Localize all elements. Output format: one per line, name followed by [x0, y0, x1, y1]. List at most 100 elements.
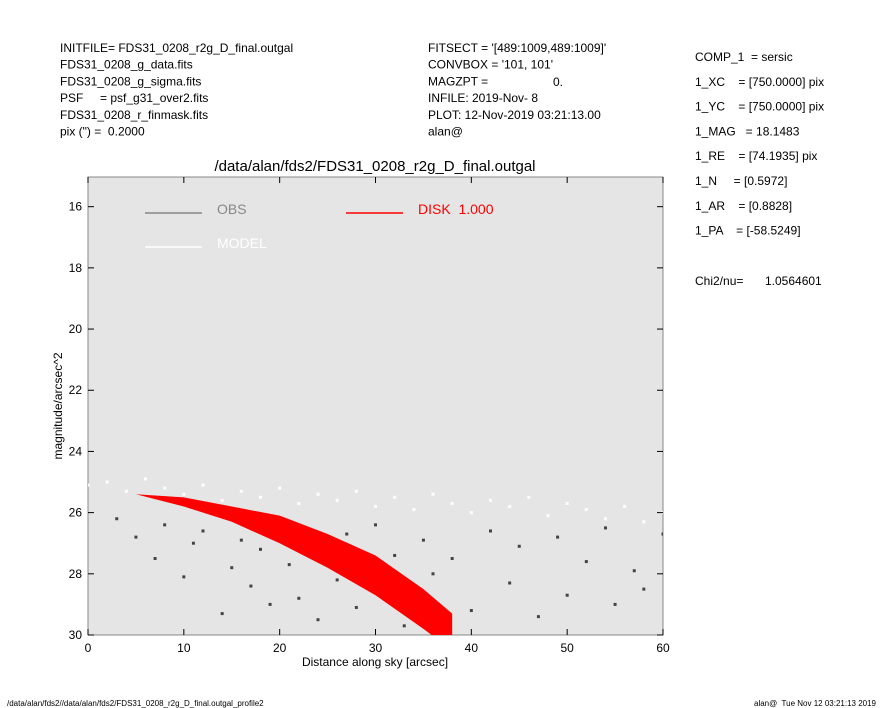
- data-point: [335, 498, 339, 502]
- data-point: [259, 547, 262, 551]
- y-tick-label: 30: [69, 628, 83, 642]
- data-point: [642, 520, 646, 524]
- footer-left: /data/alan/fds2//data/alan/fds2/FDS31_02…: [7, 699, 264, 708]
- data-point: [421, 538, 425, 542]
- chi2-label: Chi2/nu=: [695, 274, 743, 288]
- data-point: [374, 505, 377, 509]
- data-point: [239, 538, 243, 542]
- y-tick-label: 18: [69, 261, 83, 275]
- data-point: [268, 602, 272, 606]
- legend-label: MODEL: [217, 235, 267, 251]
- legend-label: OBS: [217, 201, 247, 217]
- header-middle-line: FITSECT = '[489:1009,489:1009]': [428, 41, 606, 55]
- data-point: [450, 557, 454, 561]
- header-left-line: FDS31_0208_g_sigma.fits: [60, 74, 201, 88]
- param-line: 1_AR = [0.8828]: [695, 199, 792, 213]
- data-point: [287, 563, 291, 567]
- y-tick-label: 22: [69, 383, 83, 397]
- data-point: [604, 526, 607, 530]
- data-point: [469, 609, 473, 613]
- data-point: [316, 492, 320, 496]
- data-point: [393, 553, 397, 557]
- data-point: [431, 572, 435, 576]
- param-line: 1_RE = [74.1935] pix: [695, 149, 817, 163]
- data-point: [536, 615, 540, 619]
- data-point: [335, 578, 339, 582]
- param-line: 1_N = [0.5972]: [695, 174, 787, 188]
- data-point: [134, 535, 138, 539]
- data-point: [316, 618, 320, 622]
- data-point: [153, 557, 157, 561]
- data-point: [431, 492, 435, 496]
- data-point: [182, 492, 186, 496]
- header-middle-line: alan@: [428, 125, 463, 139]
- data-point: [517, 544, 521, 548]
- data-point: [278, 486, 282, 490]
- data-point: [527, 495, 531, 499]
- data-point: [584, 560, 588, 564]
- data-point: [623, 505, 627, 509]
- data-point: [354, 489, 358, 493]
- x-tick-label: 10: [177, 641, 191, 655]
- data-point: [393, 495, 397, 499]
- x-tick-label: 60: [656, 641, 670, 655]
- x-tick-label: 50: [560, 641, 574, 655]
- data-point: [182, 575, 186, 579]
- disk-band: [88, 491, 453, 635]
- header-middle-line: CONVBOX = '101, 101': [428, 58, 553, 72]
- x-axis-label: Distance along sky [arcsec]: [302, 655, 448, 669]
- header-middle-line: INFILE: 2019-Nov- 8: [428, 91, 538, 105]
- chi2-value: 1.0564601: [765, 274, 822, 288]
- param-line: 1_XC = [750.0000] pix: [695, 75, 824, 89]
- y-tick-label: 26: [69, 506, 83, 520]
- chart-title: /data/alan/fds2/FDS31_0208_r2g_D_final.o…: [214, 158, 535, 175]
- data-point: [201, 483, 205, 487]
- header-left-line: INITFILE= FDS31_0208_r2g_D_final.outgal: [60, 41, 293, 55]
- x-tick-label: 40: [465, 641, 479, 655]
- data-point: [604, 517, 607, 521]
- magzpt-value: 0.: [553, 75, 563, 89]
- data-point: [642, 587, 646, 591]
- data-point: [297, 501, 301, 505]
- header-left-line: FDS31_0208_r_finmask.fits: [60, 108, 208, 122]
- data-point: [249, 584, 253, 588]
- header-middle-line: PLOT: 12-Nov-2019 03:21:13.00: [428, 108, 601, 122]
- data-point: [144, 477, 147, 481]
- data-point: [374, 523, 377, 527]
- data-point: [220, 612, 224, 616]
- data-point: [163, 523, 167, 527]
- data-point: [556, 535, 560, 539]
- header-left-line: FDS31_0208_g_data.fits: [60, 58, 193, 72]
- header-middle-line: MAGZPT =: [428, 74, 488, 88]
- data-point: [259, 495, 262, 499]
- data-point: [546, 514, 550, 518]
- data-point: [584, 508, 588, 512]
- data-point: [508, 581, 512, 585]
- data-point: [239, 489, 243, 493]
- y-tick-label: 16: [69, 200, 83, 214]
- data-point: [661, 532, 663, 536]
- data-point: [508, 505, 512, 509]
- param-line: COMP_1 = sersic: [695, 50, 793, 64]
- data-point: [297, 596, 301, 600]
- data-point: [613, 602, 617, 606]
- data-point: [105, 480, 109, 484]
- data-point: [489, 498, 492, 502]
- data-point: [632, 569, 636, 573]
- data-point: [354, 605, 358, 609]
- footer-right: alan@ Tue Nov 12 03:21:13 2019: [754, 699, 877, 708]
- data-point: [115, 517, 119, 521]
- data-point: [565, 593, 569, 597]
- data-point: [191, 541, 195, 545]
- x-tick-label: 20: [273, 641, 287, 655]
- data-point: [124, 489, 128, 493]
- data-point: [450, 501, 454, 505]
- y-tick-label: 20: [69, 322, 83, 336]
- x-tick-label: 0: [85, 641, 92, 655]
- y-tick-label: 28: [69, 567, 83, 581]
- y-tick-label: 24: [69, 444, 83, 458]
- data-point: [201, 529, 205, 533]
- header-left-line: pix (") = 0.2000: [60, 125, 145, 139]
- header-left-line: PSF = psf_g31_over2.fits: [60, 91, 208, 105]
